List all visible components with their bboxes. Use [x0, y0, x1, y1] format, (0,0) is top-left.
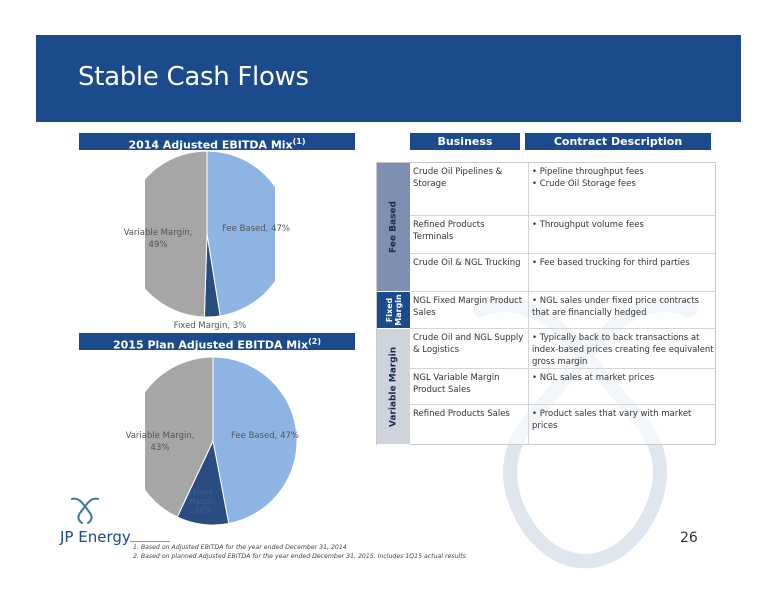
footnote-divider — [130, 541, 170, 542]
pie1-label-variable: Variable Margin, 49% — [118, 227, 198, 251]
pie2-header: 2015 Plan Adjusted EBITDA Mix(2) — [79, 333, 355, 352]
page-title: Stable Cash Flows — [78, 62, 309, 92]
business-header: Business — [410, 133, 520, 150]
pie2-slice-fee-based — [212, 356, 297, 525]
pie-chart-2014 — [145, 150, 275, 318]
pie1-header-sup: (1) — [292, 137, 306, 146]
footnote-1: 1. Based on Adjusted EBITDA for the year… — [133, 544, 347, 551]
pie2-label-fixed-line1: Fixed — [193, 488, 213, 497]
table-row: Crude Oil & NGL Trucking • Fee based tru… — [410, 254, 715, 292]
row-business: Crude Oil Pipelines & Storage — [413, 167, 503, 189]
row-description: • NGL sales under fixed price contracts … — [528, 292, 714, 328]
row-description: • NGL sales at market prices — [528, 369, 714, 404]
table-row: NGL Fixed Margin Product Sales • NGL sal… — [410, 292, 715, 329]
row-description: • Product sales that vary with market pr… — [528, 405, 714, 445]
footnote-2: 2. Based on planned Adjusted EBITDA for … — [133, 553, 466, 560]
table-row: NGL Variable Margin Product Sales • NGL … — [410, 369, 715, 405]
group-fixed-margin-label: Fixed Margin — [385, 294, 403, 325]
row-business: Crude Oil & NGL Trucking — [413, 258, 521, 268]
group-variable-margin: Variable Margin — [377, 329, 410, 445]
contract-header: Contract Description — [525, 133, 711, 150]
table-row: Refined Products Terminals • Throughput … — [410, 216, 715, 254]
pie1-label-variable-line2: 49% — [148, 240, 168, 250]
row-description: • Typically back to back transactions at… — [528, 329, 714, 368]
table-row: Crude Oil Pipelines & Storage • Pipeline… — [410, 163, 715, 216]
pie2-header-sup: (2) — [308, 337, 321, 346]
row-business: Refined Products Terminals — [413, 220, 485, 242]
pie1-header: 2014 Adjusted EBITDA Mix(1) — [79, 133, 355, 152]
pie2-header-text: 2015 Plan Adjusted EBITDA Mix — [113, 338, 309, 352]
row-description: • Pipeline throughput fees • Crude Oil S… — [528, 163, 714, 215]
pie2-slice-variable-margin — [145, 356, 214, 518]
pie1-label-fixed: Fixed Margin, 3% — [173, 321, 247, 331]
group-variable-margin-label: Variable Margin — [388, 346, 398, 427]
row-business: Crude Oil and NGL Supply & Logistics — [413, 333, 524, 355]
footnotes: 1. Based on Adjusted EBITDA for the year… — [133, 543, 466, 561]
jp-energy-logo-text: JP Energy — [60, 528, 131, 546]
pie2-label-variable-line2: 43% — [150, 443, 170, 453]
group-fixed-margin-line1: Fixed — [384, 297, 394, 323]
pie2-label-fixed-line2: Margin, — [188, 497, 217, 506]
row-business: NGL Variable Margin Product Sales — [413, 373, 500, 395]
pie2-label-fee: Fee Based, 47% — [231, 431, 299, 441]
row-description: • Throughput volume fees — [528, 216, 714, 253]
row-business: NGL Fixed Margin Product Sales — [413, 296, 523, 318]
pie1-label-fee: Fee Based, 47% — [222, 224, 290, 234]
group-fee-based: Fee Based — [377, 163, 410, 292]
business-table: Fee Based Fixed Margin Variable Margin C… — [376, 162, 716, 445]
jp-energy-logo-icon — [71, 497, 99, 524]
pie-chart-2015 — [145, 356, 297, 526]
pie1-slice-fee-based — [206, 150, 275, 317]
table-row: Crude Oil and NGL Supply & Logistics • T… — [410, 329, 715, 369]
table-row: Refined Products Sales • Product sales t… — [410, 405, 715, 445]
pie2-label-fixed-line3: 10% — [194, 506, 212, 515]
pie2-label-variable-line1: Variable Margin, — [125, 431, 195, 441]
pie2-label-variable: Variable Margin, 43% — [120, 430, 200, 454]
page-number: 26 — [680, 530, 698, 546]
group-fixed-margin-line2: Margin — [393, 294, 403, 326]
pie1-slice-variable-margin — [145, 150, 208, 318]
pie1-label-variable-line1: Variable Margin, — [123, 228, 193, 238]
pie2-label-fixed: Fixed Margin, 10% — [178, 488, 228, 515]
row-description: • Fee based trucking for third parties — [528, 254, 714, 291]
pie1-header-text: 2014 Adjusted EBITDA Mix — [128, 138, 293, 152]
row-business: Refined Products Sales — [413, 409, 510, 419]
group-fixed-margin: Fixed Margin — [377, 292, 410, 329]
group-fee-based-label: Fee Based — [388, 201, 398, 253]
title-banner: Stable Cash Flows — [36, 35, 741, 122]
